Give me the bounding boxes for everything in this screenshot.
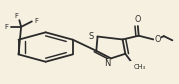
Text: S: S bbox=[88, 32, 94, 41]
Text: F: F bbox=[14, 13, 18, 19]
Text: N: N bbox=[104, 59, 110, 68]
Text: O: O bbox=[134, 15, 141, 24]
Text: F: F bbox=[34, 18, 38, 24]
Text: CH₃: CH₃ bbox=[133, 64, 146, 70]
Text: O: O bbox=[154, 35, 161, 44]
Text: F: F bbox=[4, 24, 8, 30]
